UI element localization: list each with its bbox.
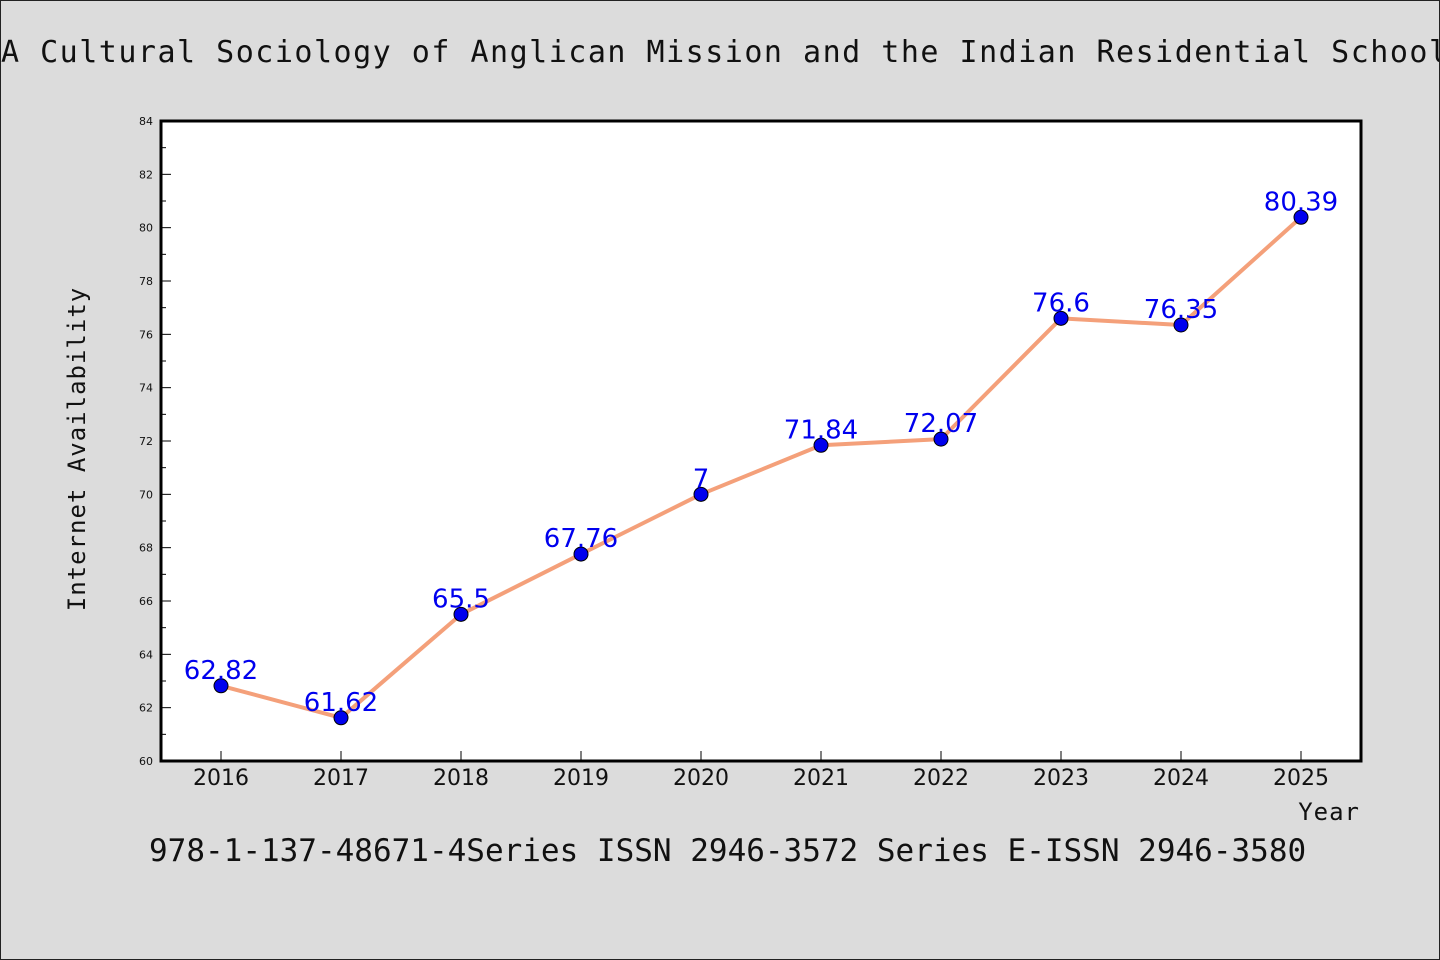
x-tick-label: 2018: [433, 766, 489, 791]
data-point: [693, 486, 709, 502]
data-label: 61.62: [304, 688, 378, 718]
data-point: [573, 546, 589, 562]
y-tick-label: 76: [139, 328, 153, 341]
data-label: 76.35: [1144, 295, 1218, 325]
x-tick-label: 2017: [313, 766, 369, 791]
x-tick-label: 2016: [193, 766, 249, 791]
data-label: 80.39: [1264, 187, 1338, 217]
y-tick-label: 78: [139, 275, 153, 288]
series-line: [219, 215, 1303, 720]
x-tick-label: 2025: [1273, 766, 1329, 791]
x-tick-label: 2019: [553, 766, 609, 791]
chart-footer: 978-1-137-48671-4Series ISSN 2946-3572 S…: [149, 833, 1307, 869]
x-tick-label: 2022: [913, 766, 969, 791]
y-tick-label: 80: [139, 222, 153, 235]
y-tick-label: 66: [139, 595, 153, 608]
data-point: [213, 678, 229, 694]
y-tick-label: 72: [139, 435, 153, 448]
data-label: 71.84: [784, 415, 858, 445]
data-label: 7: [693, 464, 710, 494]
y-tick-label: 70: [139, 488, 153, 501]
chart-title: A Cultural Sociology of Anglican Mission…: [1, 35, 1440, 70]
data-point: [453, 606, 469, 622]
x-axis-label: Year: [1298, 798, 1360, 826]
x-tick-label: 2024: [1153, 766, 1209, 791]
plot-area: [159, 119, 1363, 763]
y-axis-label: Internet Availability: [63, 287, 91, 611]
y-tick-label: 64: [139, 648, 153, 661]
y-tick-label: 84: [139, 115, 153, 128]
y-tick-label: 62: [139, 702, 153, 715]
data-label: 76.6: [1032, 288, 1090, 318]
x-tick-label: 2021: [793, 766, 849, 791]
data-label: 62.82: [184, 656, 258, 686]
data-label: 67.76: [544, 524, 618, 554]
y-tick-label: 60: [139, 755, 153, 768]
data-label: 65.5: [432, 584, 490, 614]
y-tick-label: 82: [139, 168, 153, 181]
data-label: 72.07: [904, 409, 978, 439]
y-tick-label: 74: [139, 382, 153, 395]
data-point: [933, 431, 949, 447]
data-point: [333, 710, 349, 726]
y-tick-label: 68: [139, 542, 153, 555]
data-point: [1053, 310, 1069, 326]
x-tick-label: 2020: [673, 766, 729, 791]
data-point: [1173, 317, 1189, 333]
data-point: [1293, 209, 1309, 225]
x-tick-label: 2023: [1033, 766, 1089, 791]
data-point: [813, 437, 829, 453]
